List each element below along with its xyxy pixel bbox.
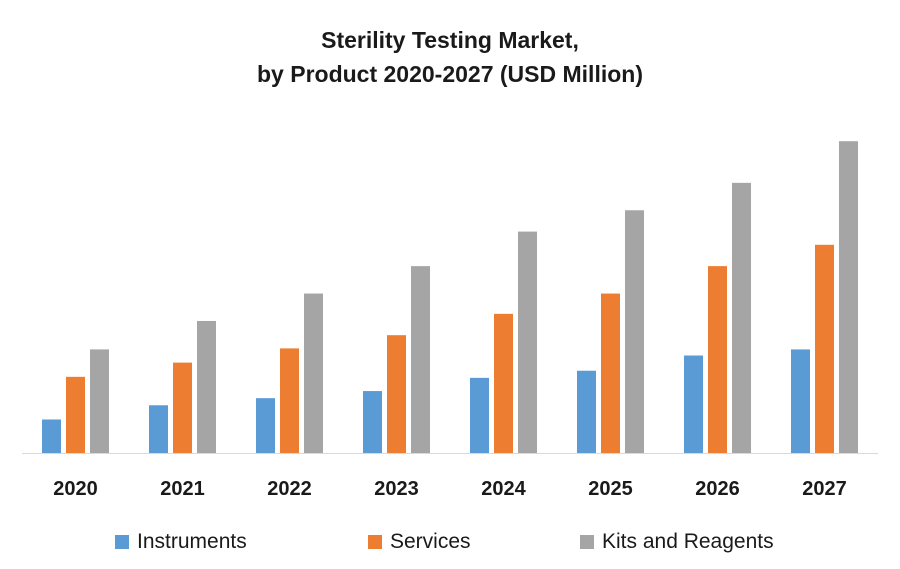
bar-instruments-2024: [470, 377, 489, 453]
bar-services-2025: [601, 293, 620, 453]
bar-services-2027: [815, 244, 834, 453]
bar-kits-and-reagents-2026: [732, 182, 751, 453]
legend-label: Services: [390, 530, 471, 553]
x-tick-label: 2022: [267, 478, 312, 500]
x-tick-label: 2021: [160, 478, 205, 500]
bar-kits-and-reagents-2022: [304, 293, 323, 453]
bar-instruments-2026: [684, 355, 703, 453]
bar-services-2024: [494, 313, 513, 453]
legend-item-instruments: Instruments: [115, 530, 247, 554]
bar-instruments-2021: [149, 405, 168, 453]
x-tick-label: 2020: [53, 478, 98, 500]
x-tick-label: 2027: [802, 478, 847, 500]
bar-kits-and-reagents-2023: [411, 266, 430, 453]
legend-swatch: [115, 535, 129, 549]
bar-kits-and-reagents-2024: [518, 231, 537, 453]
bar-services-2023: [387, 335, 406, 453]
bar-kits-and-reagents-2020: [90, 349, 109, 453]
bar-instruments-2023: [363, 391, 382, 453]
bar-services-2020: [66, 376, 85, 453]
legend-item-kits-and-reagents: Kits and Reagents: [580, 530, 774, 554]
bar-kits-and-reagents-2025: [625, 210, 644, 453]
chart-title-line1: Sterility Testing Market,: [321, 27, 579, 53]
legend-label: Kits and Reagents: [602, 530, 774, 553]
chart-title-line2: by Product 2020-2027 (USD Million): [257, 61, 643, 87]
bar-instruments-2020: [42, 419, 61, 453]
legend-item-services: Services: [368, 530, 471, 554]
legend-label: Instruments: [137, 530, 247, 553]
x-tick-label: 2024: [481, 478, 526, 500]
bar-instruments-2027: [791, 349, 810, 453]
bar-services-2021: [173, 362, 192, 453]
bar-instruments-2022: [256, 398, 275, 453]
bar-kits-and-reagents-2027: [839, 141, 858, 453]
x-tick-label: 2026: [695, 478, 740, 500]
bar-services-2026: [708, 266, 727, 453]
x-tick-label: 2023: [374, 478, 419, 500]
chart-legend: Instruments Services Kits and Reagents: [0, 530, 900, 560]
bar-instruments-2025: [577, 370, 596, 453]
legend-swatch: [368, 535, 382, 549]
x-tick-label: 2025: [588, 478, 633, 500]
legend-swatch: [580, 535, 594, 549]
bar-kits-and-reagents-2021: [197, 320, 216, 453]
bar-services-2022: [280, 348, 299, 453]
